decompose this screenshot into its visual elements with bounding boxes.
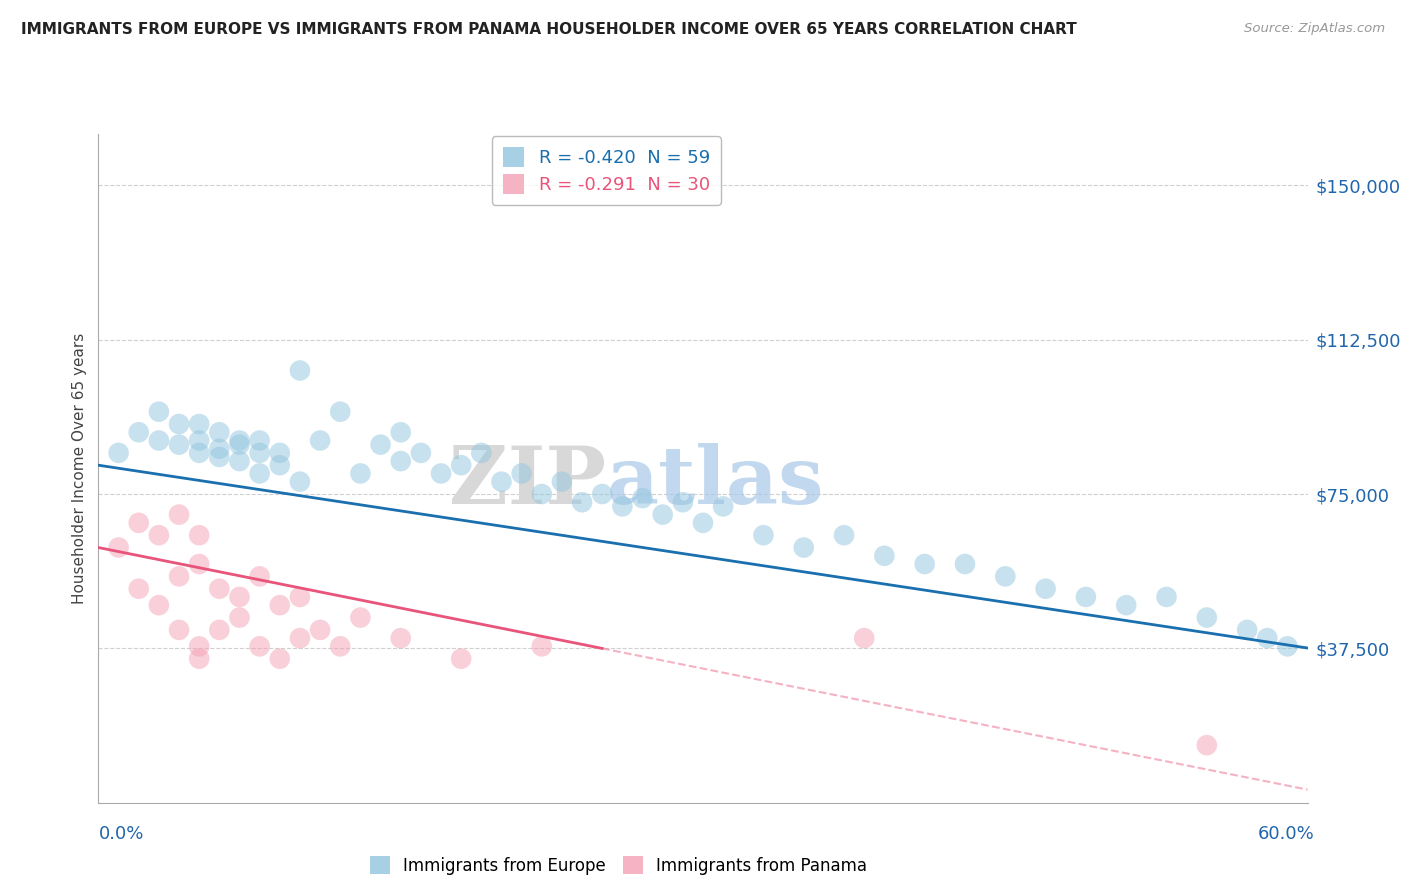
Point (1195, 610, 1218, 624)
Point (208, 442, 231, 456)
Point (188, 557, 211, 571)
Point (672, 495, 695, 509)
Point (711, 500, 734, 514)
Point (430, 467, 453, 481)
Point (107, 541, 129, 555)
Point (752, 528, 775, 542)
Point (994, 569, 1017, 583)
Point (208, 623, 231, 637)
Point (228, 437, 250, 451)
Point (450, 651, 472, 665)
Point (188, 434, 211, 448)
Point (389, 631, 412, 645)
Text: 60.0%: 60.0% (1258, 825, 1315, 843)
Text: Source: ZipAtlas.com: Source: ZipAtlas.com (1244, 22, 1385, 36)
Point (389, 454, 412, 468)
Point (832, 528, 855, 542)
Point (349, 467, 371, 481)
Point (309, 434, 332, 448)
Point (128, 582, 150, 596)
Point (591, 487, 613, 501)
Point (1195, 738, 1218, 752)
Point (309, 623, 332, 637)
Point (1236, 623, 1258, 637)
Point (148, 528, 170, 542)
Point (167, 623, 190, 637)
Point (651, 508, 673, 522)
Point (148, 434, 170, 448)
Point (269, 458, 291, 473)
Point (167, 437, 190, 451)
Y-axis label: Householder Income Over 65 years: Householder Income Over 65 years (72, 333, 87, 604)
Point (269, 598, 291, 612)
Point (329, 640, 352, 654)
Text: 0.0%: 0.0% (98, 825, 143, 843)
Point (853, 631, 876, 645)
Point (228, 454, 250, 468)
Point (409, 446, 432, 460)
Point (914, 557, 936, 571)
Point (1035, 582, 1057, 596)
Point (1156, 590, 1178, 604)
Point (510, 467, 533, 481)
Point (793, 541, 815, 555)
Point (1256, 631, 1278, 645)
Point (450, 458, 472, 473)
Point (107, 446, 129, 460)
Point (188, 446, 211, 460)
Point (208, 425, 231, 440)
Point (208, 582, 231, 596)
Point (612, 500, 634, 514)
Point (288, 590, 311, 604)
Point (249, 467, 271, 481)
Point (631, 491, 654, 505)
Point (188, 651, 211, 665)
Point (288, 363, 311, 377)
Point (349, 610, 371, 624)
Point (329, 405, 352, 419)
Point (370, 437, 392, 451)
Point (269, 446, 291, 460)
Point (1277, 640, 1299, 654)
Point (228, 590, 250, 604)
Point (249, 434, 271, 448)
Point (249, 569, 271, 583)
Point (873, 549, 896, 563)
Point (571, 495, 593, 509)
Point (228, 434, 250, 448)
Text: atlas: atlas (606, 442, 824, 521)
Text: ZIP: ZIP (450, 442, 606, 521)
Point (128, 516, 150, 530)
Point (188, 640, 211, 654)
Point (249, 446, 271, 460)
Point (530, 640, 553, 654)
Point (188, 417, 211, 431)
Point (1115, 598, 1137, 612)
Point (269, 651, 291, 665)
Legend: Immigrants from Europe, Immigrants from Panama: Immigrants from Europe, Immigrants from … (363, 849, 873, 881)
Point (167, 508, 190, 522)
Text: IMMIGRANTS FROM EUROPE VS IMMIGRANTS FROM PANAMA HOUSEHOLDER INCOME OVER 65 YEAR: IMMIGRANTS FROM EUROPE VS IMMIGRANTS FRO… (21, 22, 1077, 37)
Point (228, 610, 250, 624)
Point (1074, 590, 1097, 604)
Point (148, 405, 170, 419)
Point (470, 446, 492, 460)
Point (249, 640, 271, 654)
Point (530, 487, 553, 501)
Point (491, 475, 513, 489)
Point (188, 528, 211, 542)
Point (208, 450, 231, 464)
Point (288, 475, 311, 489)
Point (692, 516, 714, 530)
Point (551, 475, 574, 489)
Point (288, 631, 311, 645)
Point (167, 417, 190, 431)
Point (148, 598, 170, 612)
Point (953, 557, 976, 571)
Point (167, 569, 190, 583)
Point (128, 425, 150, 440)
Point (389, 425, 412, 440)
